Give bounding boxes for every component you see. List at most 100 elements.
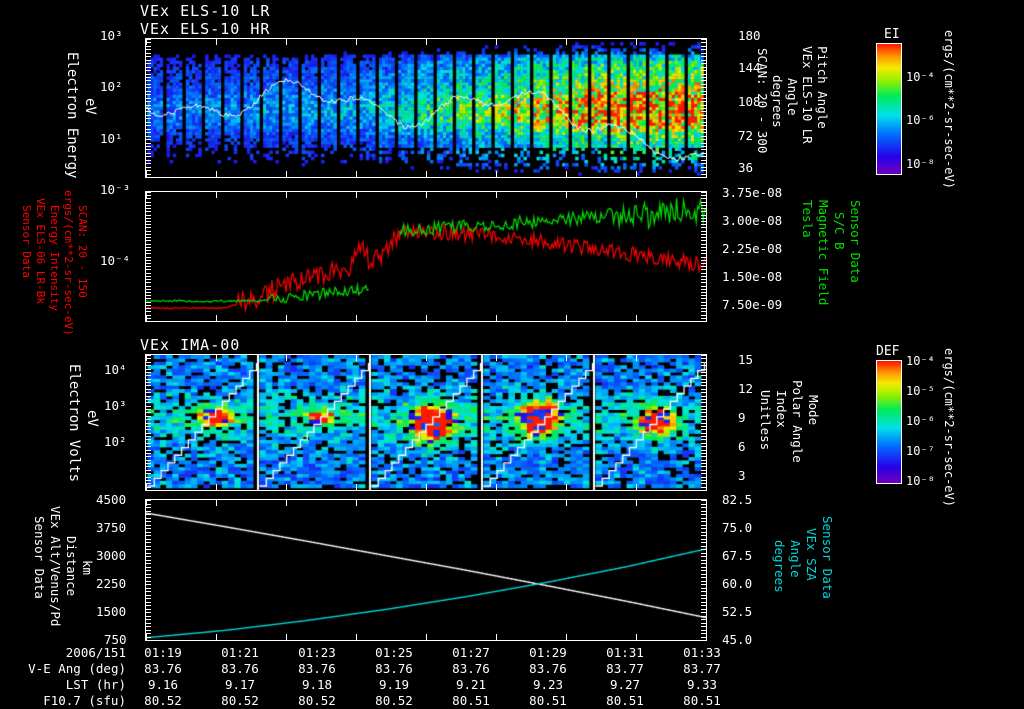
axis-tick bbox=[701, 419, 706, 420]
panel2-left-label-1: VEx ELS-06 LR-Bk bbox=[34, 198, 47, 304]
axis-tick bbox=[146, 132, 151, 133]
axis-tick bbox=[356, 634, 357, 640]
axis-tick bbox=[701, 584, 706, 585]
axis-tick bbox=[146, 406, 151, 407]
axis-tick bbox=[146, 616, 151, 617]
axis-tick bbox=[636, 634, 637, 640]
table-cell: 83.76 bbox=[298, 661, 336, 676]
axis-tick bbox=[146, 535, 151, 536]
axis-tick bbox=[146, 626, 151, 627]
axis-tick bbox=[701, 375, 706, 376]
axis-tick bbox=[146, 463, 151, 464]
table-cell: 9.17 bbox=[224, 677, 256, 692]
panel3-right-tick-3: 6 bbox=[738, 439, 746, 454]
axis-tick bbox=[146, 143, 151, 144]
panel3-right-tick-4: 3 bbox=[738, 468, 746, 483]
axis-tick bbox=[701, 156, 706, 157]
axis-tick bbox=[701, 443, 706, 444]
axis-tick bbox=[701, 218, 706, 219]
axis-tick bbox=[636, 315, 637, 321]
axis-tick bbox=[701, 453, 706, 454]
table-cell: 80.51 bbox=[683, 693, 721, 708]
axis-tick bbox=[146, 379, 151, 380]
panel4-left-label-1: VEx Alt/Venus/Pd bbox=[48, 506, 63, 627]
axis-tick bbox=[146, 170, 151, 171]
axis-tick bbox=[701, 98, 706, 99]
axis-tick bbox=[701, 483, 706, 484]
axis-tick bbox=[701, 240, 706, 241]
panel1-title-1: VEx ELS-10 LR bbox=[140, 2, 271, 20]
axis-tick bbox=[146, 487, 151, 488]
axis-tick bbox=[701, 633, 706, 634]
axis-tick bbox=[701, 466, 706, 467]
axis-tick bbox=[426, 39, 427, 45]
axis-tick bbox=[146, 253, 151, 254]
panel2-right-label-3: Tesla bbox=[800, 200, 815, 238]
axis-tick bbox=[356, 484, 357, 490]
axis-tick bbox=[701, 389, 706, 390]
axis-tick bbox=[216, 171, 217, 177]
axis-tick bbox=[701, 253, 706, 254]
axis-tick bbox=[146, 466, 151, 467]
table-cell: 01:21 bbox=[221, 645, 259, 660]
panel1-colorbar-tick-0: 10⁻⁴ bbox=[906, 70, 935, 84]
axis-tick bbox=[146, 39, 151, 40]
panel4-plot-area[interactable] bbox=[145, 499, 707, 641]
axis-tick bbox=[701, 101, 706, 102]
panel1-right-label-0: Pitch Angle bbox=[815, 46, 830, 129]
axis-tick bbox=[701, 406, 706, 407]
axis-tick bbox=[636, 355, 637, 361]
axis-tick bbox=[146, 171, 147, 177]
panel1-colorbar-tick-1: 10⁻⁶ bbox=[906, 113, 935, 127]
axis-tick bbox=[146, 456, 151, 457]
panel1-right-label-1: VEx ELS-10 LR bbox=[800, 46, 815, 144]
axis-tick bbox=[146, 237, 151, 238]
table-row-label: LST (hr) bbox=[65, 677, 126, 692]
axis-tick bbox=[146, 295, 151, 296]
axis-tick bbox=[146, 539, 151, 540]
panel2-right-tick-4: 7.50e-09 bbox=[722, 297, 783, 312]
panel1-colorbar[interactable] bbox=[876, 43, 902, 175]
axis-tick bbox=[146, 511, 151, 512]
table-cell: 01:27 bbox=[452, 645, 490, 660]
axis-tick bbox=[496, 634, 497, 640]
axis-tick bbox=[701, 423, 706, 424]
axis-tick bbox=[146, 623, 151, 624]
axis-tick bbox=[146, 195, 151, 196]
axis-tick bbox=[146, 504, 151, 505]
table-row: LST (hr) 9.16 9.17 9.18 9.19 9.21 9.23 9.27 9.33 bbox=[0, 677, 760, 693]
axis-tick bbox=[146, 514, 151, 515]
axis-tick bbox=[701, 286, 706, 287]
table-cell: 9.33 bbox=[686, 677, 718, 692]
axis-tick bbox=[146, 321, 151, 322]
axis-tick bbox=[146, 433, 151, 434]
panel2-plot-area[interactable] bbox=[145, 191, 707, 322]
axis-tick bbox=[701, 298, 706, 299]
axis-tick bbox=[146, 292, 151, 293]
axis-tick bbox=[701, 174, 706, 175]
panel3-left-label-1: eV bbox=[84, 410, 100, 427]
panel3-colorbar[interactable] bbox=[876, 360, 902, 484]
axis-tick bbox=[146, 263, 151, 264]
axis-tick bbox=[701, 80, 706, 81]
panel3-plot-area[interactable] bbox=[145, 354, 707, 491]
axis-tick bbox=[701, 149, 706, 150]
axis-tick bbox=[146, 542, 151, 543]
panel1-plot-area[interactable] bbox=[145, 38, 707, 178]
axis-tick bbox=[701, 74, 706, 75]
axis-tick bbox=[701, 42, 706, 43]
axis-tick bbox=[701, 511, 706, 512]
axis-tick bbox=[146, 250, 151, 251]
axis-tick bbox=[426, 355, 427, 361]
table-cell: 80.51 bbox=[529, 693, 567, 708]
axis-tick bbox=[701, 602, 706, 603]
axis-tick bbox=[496, 171, 497, 177]
table-cell: 9.23 bbox=[532, 677, 564, 692]
axis-tick bbox=[146, 318, 151, 319]
table-cell: 01:33 bbox=[683, 645, 721, 660]
axis-tick bbox=[701, 553, 706, 554]
axis-tick bbox=[146, 139, 151, 140]
axis-tick bbox=[146, 546, 151, 547]
axis-tick bbox=[146, 129, 151, 130]
axis-tick bbox=[146, 436, 151, 437]
